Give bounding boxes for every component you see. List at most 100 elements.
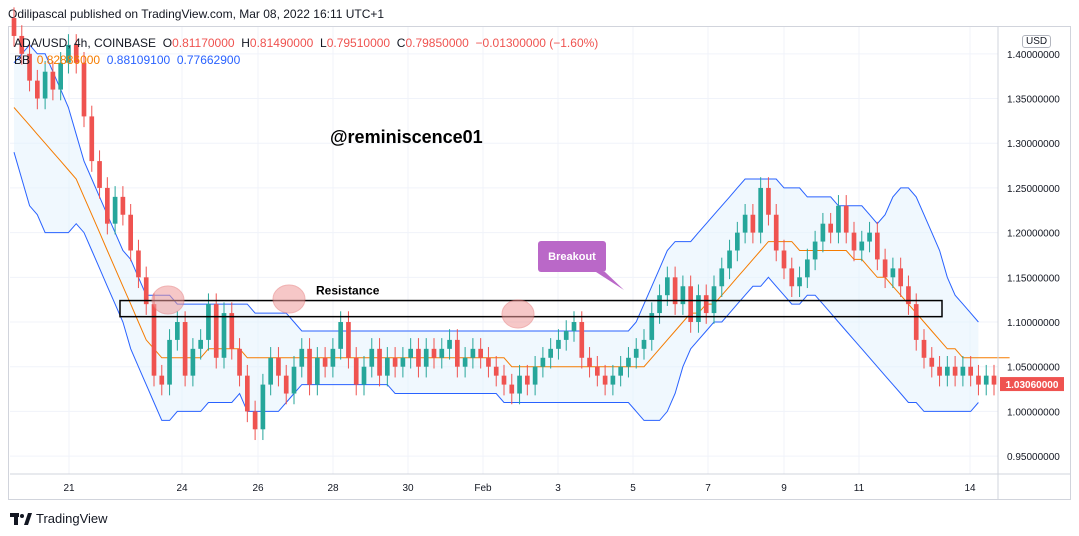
candle-body xyxy=(19,35,25,54)
candle-body xyxy=(517,375,522,394)
resistance-label: Resistance xyxy=(316,284,380,298)
candle-body xyxy=(361,366,367,385)
candle-body xyxy=(353,357,359,385)
candle-body xyxy=(828,223,834,233)
candle-body xyxy=(73,44,79,63)
candle-body xyxy=(688,286,694,323)
last-price-label: 1.03060000 xyxy=(1006,380,1059,391)
currency-badge[interactable]: USD xyxy=(1022,35,1052,48)
candle-body xyxy=(384,357,390,376)
candle-body xyxy=(913,304,919,340)
time-tick-label: 14 xyxy=(964,483,976,494)
breakout-pointer xyxy=(596,272,624,290)
bb-upper-value: 0.88109100 xyxy=(106,53,171,67)
candle-body xyxy=(672,277,678,305)
symbol-label[interactable]: ADA/USD, 4h, COINBASE xyxy=(14,36,157,50)
touch-circle xyxy=(501,299,535,329)
candle-body xyxy=(812,241,818,260)
candle-body xyxy=(633,348,639,358)
candle-body xyxy=(960,366,966,376)
candle-body xyxy=(734,232,740,251)
price-tick-label: 1.10000000 xyxy=(1007,318,1060,329)
candle-body xyxy=(213,304,219,358)
price-tick-label: 1.30000000 xyxy=(1007,139,1060,150)
candle-body xyxy=(983,375,989,385)
candle-body xyxy=(400,357,406,367)
candle-body xyxy=(711,286,717,314)
candle-body xyxy=(548,348,554,358)
candle-body xyxy=(898,268,904,287)
candle-body xyxy=(299,348,305,367)
candle-body xyxy=(664,277,670,296)
candle-body xyxy=(758,187,764,233)
candle-body xyxy=(532,366,538,385)
candle-body xyxy=(836,205,841,233)
candle-body xyxy=(112,196,118,224)
bb-fill xyxy=(14,44,979,421)
price-tick-label: 1.05000000 xyxy=(1007,363,1060,374)
bb-basis-value: 0.82886000 xyxy=(36,53,101,67)
candle-body xyxy=(696,295,701,323)
candle-body xyxy=(291,366,297,394)
candle-body xyxy=(229,313,235,349)
price-tick-label: 0.95000000 xyxy=(1007,452,1060,463)
candle-body xyxy=(447,339,452,349)
candle-body xyxy=(587,357,592,367)
watermark-text: @reminiscence01 xyxy=(330,127,483,147)
candle-body xyxy=(416,348,421,367)
candle-body xyxy=(486,357,491,367)
time-tick-label: 5 xyxy=(630,483,636,494)
candle-body xyxy=(719,268,725,287)
price-tick-label: 1.00000000 xyxy=(1007,407,1060,418)
time-tick-label: 9 xyxy=(781,483,787,494)
candle-body xyxy=(618,366,624,376)
candle-body xyxy=(27,53,32,81)
tradingview-footer[interactable]: TradingView xyxy=(10,511,108,526)
candle-body xyxy=(867,232,872,242)
time-tick-label: 30 xyxy=(402,483,414,494)
time-tick-label: 21 xyxy=(63,483,75,494)
candle-body xyxy=(626,357,631,367)
change-value: −0.01300000 (−1.60%) xyxy=(475,36,599,50)
close-value: 0.79850000 xyxy=(405,36,469,50)
candle-body xyxy=(968,366,974,376)
candle-body xyxy=(859,241,865,251)
candle-body xyxy=(439,348,445,358)
candle-body xyxy=(594,366,600,376)
candle-body xyxy=(104,187,110,224)
bb-label[interactable]: BB xyxy=(14,53,31,67)
candle-body xyxy=(190,348,196,376)
candle-body xyxy=(97,161,102,188)
candle-body xyxy=(50,71,56,90)
candle-body xyxy=(221,313,227,358)
candle-body xyxy=(680,286,686,305)
low-value: 0.79510000 xyxy=(326,36,391,50)
candle-body xyxy=(462,357,468,367)
candle-body xyxy=(42,71,48,99)
candle-body xyxy=(579,322,585,358)
candle-body xyxy=(423,348,429,367)
time-axis: 21 24 26 28 30 Feb 3 5 7 9 11 14 xyxy=(10,473,1070,494)
candle-body xyxy=(493,366,499,376)
candle-body xyxy=(174,322,180,340)
last-price-tag xyxy=(1000,377,1064,392)
candle-body xyxy=(167,339,172,385)
candle-body xyxy=(781,250,787,269)
candle-body xyxy=(750,214,756,233)
candle-body xyxy=(874,232,880,260)
candle-body xyxy=(198,339,204,349)
price-tick-label: 1.15000000 xyxy=(1007,273,1060,284)
candle-body xyxy=(268,357,274,385)
brand-label: TradingView xyxy=(36,511,108,526)
candle-body xyxy=(478,348,484,358)
candle-body xyxy=(703,295,709,314)
candle-body xyxy=(66,44,71,63)
candle-body xyxy=(81,62,87,117)
breakout-label: Breakout xyxy=(548,251,596,263)
candle-body xyxy=(509,384,515,394)
candle-body xyxy=(773,214,779,251)
bb-lower-value: 0.77662900 xyxy=(176,53,241,67)
candle-body xyxy=(906,286,911,305)
open-value: 0.81170000 xyxy=(172,36,235,50)
